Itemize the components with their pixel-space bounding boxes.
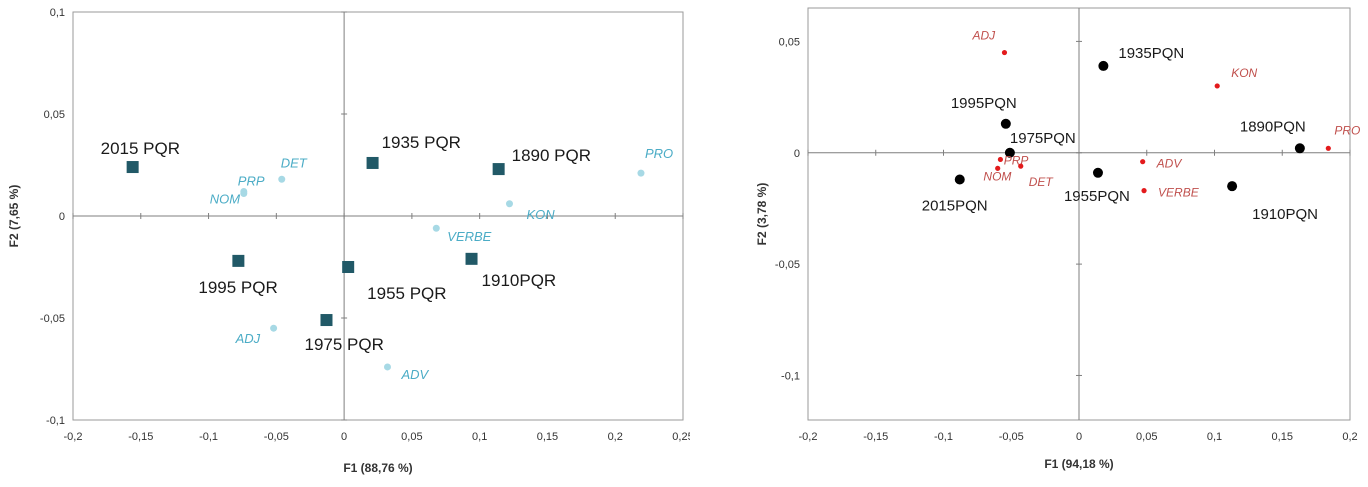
ca-biplot-pqn: -0,2 -0,15 -0,1 -0,05 0 0,05 0,1 0,15 0,2 -0,1 -0,… [700,0,1368,487]
pqr-point-1910pqr [465,252,478,265]
pqr-label-1910pqr: 1910PQR [482,271,557,290]
pqn-x-axis-title: F1 (94,18 %) [1044,457,1113,471]
pqr-x-tick-label: -0,1 [199,431,218,443]
pqn-label-1890pqn: 1890PQN [1240,118,1306,135]
pqr-y-tick-label: -0,05 [40,313,65,325]
pqr-label-verbe: VERBE [447,229,491,244]
pqr-x-tick-label: 0 [341,431,347,443]
pqr-label-1955-pqr: 1955 PQR [367,284,446,303]
pqr-point-nom [240,190,248,198]
pqr-x-tick-label: 0,2 [608,431,623,443]
pqr-label-prp: PRP [238,174,265,189]
pqr-y-tick-label: 0 [59,211,65,223]
pqr-label-nom: NOM [210,192,241,207]
pqn-y-tick-label: -0,1 [781,370,800,382]
pqr-label-2015-pqr: 2015 PQR [101,139,180,158]
pqr-label-1935-pqr: 1935 PQR [382,133,461,152]
ca-biplot-pqn-svg: -0,2 -0,15 -0,1 -0,05 0 0,05 0,1 0,15 0,2 -0,1 -0,… [755,7,1360,471]
pqr-x-tick-label: 0,1 [472,431,487,443]
pqr-point-1890-pqr [492,163,505,176]
pqn-point-pro [1325,145,1331,151]
pqn-label-nom: NOM [983,169,1011,183]
pqr-point-verbe [432,224,440,232]
pqn-label-1955pqn: 1955PQN [1064,188,1130,205]
pqr-label-1890-pqr: 1890 PQR [512,146,591,165]
pqr-x-tick-label: 0,15 [537,431,558,443]
pqn-x-tick-label: 0 [1076,431,1082,443]
pqn-label-1995pqn: 1995PQN [951,95,1017,112]
pqr-x-tick-label: 0,25 [672,431,690,443]
pqr-point-kon [505,200,513,208]
pqn-point-1890pqn [1294,143,1305,154]
pqn-label-prp: PRP [1004,153,1029,167]
pqn-label-det: DET [1029,175,1055,189]
pqr-label-kon: KON [526,207,555,222]
pqn-label-adv: ADV [1156,157,1183,171]
pqr-x-axis-title: F1 (88,76 %) [343,461,412,475]
pqr-point-adv [383,363,391,371]
pqn-point-1910pqn [1227,181,1238,192]
pqr-label-adv: ADV [400,367,429,382]
pqr-point-1995-pqr [232,254,245,267]
pqn-label-adj: ADJ [971,29,996,43]
pqn-point-verbe [1141,188,1147,194]
pqr-point-1935-pqr [366,156,379,169]
pqr-point-det [278,175,286,183]
pqn-point-adv [1140,159,1146,165]
pqn-point-adj [1001,49,1008,56]
pqr-y-axis-title: F2 (7,65 %) [7,185,21,248]
pqn-x-tick-label: -0,05 [999,431,1024,443]
pqn-point-1955pqn [1092,167,1103,178]
pqn-y-tick-label: 0 [794,148,800,160]
pqn-label-kon: KON [1231,66,1257,80]
pqr-y-tick-label: -0,1 [46,415,65,427]
pqr-label-1975-pqr: 1975 PQR [304,335,383,354]
pqr-label-pro: PRO [645,146,673,161]
pqn-x-tick-label: -0,15 [863,431,888,443]
pqn-point-1995pqn [1000,118,1011,129]
ca-biplot-pqr: -0,2 -0,15 -0,1 -0,05 0 0,05 0,1 0,15 0,2 0,25 -0,… [7,7,694,475]
pqr-x-tick-label: -0,15 [128,431,153,443]
pqn-point-nom [997,156,1004,163]
pqn-y-tick-label: 0,05 [779,36,800,48]
pqr-point-pro [637,169,645,177]
pqr-label-adj: ADJ [235,331,261,346]
pqr-y-tick-label: 0,05 [44,109,65,121]
pqn-label-pro: PRO [1334,123,1360,137]
pqr-label-det: DET [281,155,308,170]
pqr-x-tick-label: -0,2 [64,431,83,443]
pqn-y-axis-title: F2 (3,78 %) [755,183,769,246]
pqr-point-2015-pqr [126,161,139,174]
pqn-point-prp [995,165,1001,171]
ca-biplot-pqr-svg: -0,2 -0,15 -0,1 -0,05 0 0,05 0,1 0,15 0,2 0,25 -0,… [7,7,694,475]
pqn-label-1935pqn: 1935PQN [1118,45,1184,62]
pqn-point-det [1018,163,1024,169]
pqn-x-tick-label: 0,2 [1342,431,1357,443]
pqr-point-adj [270,324,278,332]
pqn-label-verbe: VERBE [1158,186,1200,200]
pqn-x-tick-label: -0,1 [934,431,953,443]
pqn-y-tick-label: -0,05 [775,259,800,271]
pqn-point-1935pqn [1098,60,1109,71]
pqn-label-1910pqn: 1910PQN [1252,206,1318,223]
pqr-point-1975-pqr [320,314,333,327]
pqr-point-1955-pqr [342,261,355,273]
pqn-point-1975pqn [1004,147,1015,158]
pqn-x-tick-label: 0,05 [1136,431,1157,443]
pqn-x-tick-label: 0,15 [1272,431,1293,443]
pqn-point-2015pqn [954,174,965,185]
pqr-x-tick-label: 0,05 [401,431,422,443]
pqn-x-tick-label: 0,1 [1207,431,1222,443]
pqr-x-tick-label: -0,05 [264,431,289,443]
pqr-y-tick-label: 0,1 [50,7,65,19]
pqn-x-tick-label: -0,2 [799,431,818,443]
pqn-label-2015pqn: 2015PQN [922,197,988,214]
pqn-label-1975pqn: 1975PQN [1010,130,1076,147]
pqn-point-kon [1214,83,1220,89]
pqr-label-1995-pqr: 1995 PQR [198,278,277,297]
